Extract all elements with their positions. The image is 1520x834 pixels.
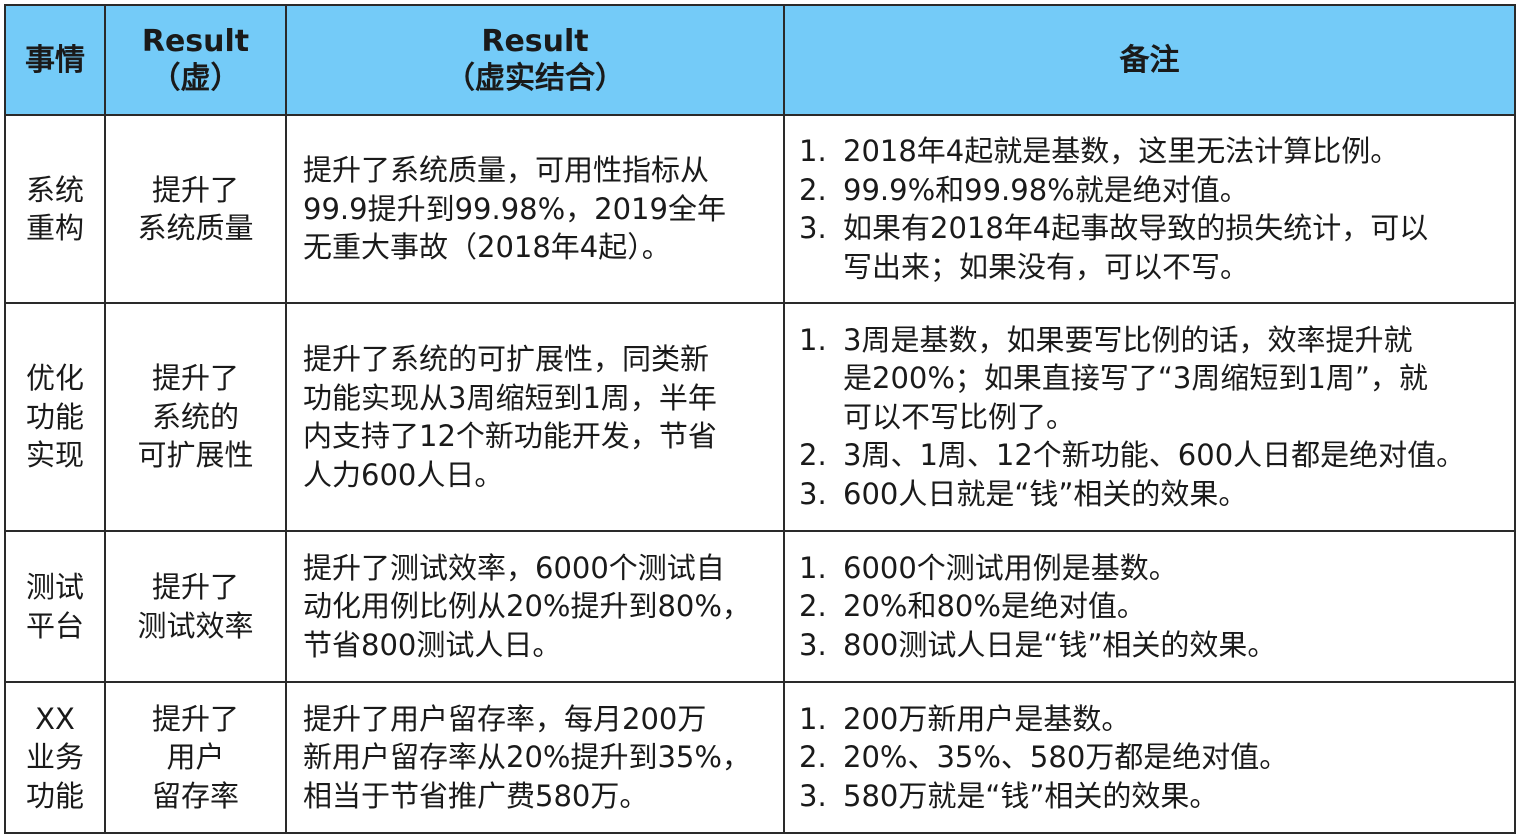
row-description-cell: 提升了测试效率，6000个测试自 动化用例比例从20%提升到80%， 节省800… [285, 530, 785, 683]
list-item: 1. 3周是基数，如果要写比例的话，效率提升就 是200%；如果直接写了“3周缩… [799, 322, 1428, 434]
table-row: XX 业务 功能 提升了 用户 留存率 提升了用户留存率，每月200万 新用户留… [4, 681, 1516, 834]
row-description-cell: 提升了系统质量，可用性指标从 99.9提升到99.98%，2019全年 无重大事… [285, 114, 785, 304]
header-item: 事情 [4, 4, 106, 116]
header-result-virtual: Result （虚） [104, 4, 287, 116]
row-name-cell: 系统 重构 [4, 114, 106, 304]
table-row: 优化 功能 实现 提升了 系统的 可扩展性 提升了系统的可扩展性，同类新 功能实… [4, 302, 1516, 532]
table-header-row: 事情 Result （虚） Result （虚实结合） 备注 [4, 4, 1516, 116]
row-notes-cell: 1. 6000个测试用例是基数。 2. 20%和80%是绝对值。 3. 800测… [783, 530, 1516, 683]
list-item: 1. 2018年4起就是基数，这里无法计算比例。 [799, 134, 1400, 168]
list-item: 2. 99.9%和99.98%就是绝对值。 [799, 172, 1249, 207]
list-item: 3. 800测试人日是“钱”相关的效果。 [799, 627, 1277, 662]
list-item: 1. 6000个测试用例是基数。 [799, 550, 1178, 585]
row-name-cell: 优化 功能 实现 [4, 302, 106, 532]
row-notes-cell: 1. 200万新用户是基数。 2. 20%、35%、580万都是绝对值。 3. … [783, 681, 1516, 834]
header-result-combined: Result （虚实结合） [285, 4, 785, 116]
row-notes-cell: 1. 3周是基数，如果要写比例的话，效率提升就 是200%；如果直接写了“3周缩… [783, 302, 1516, 532]
row-name-cell: XX 业务 功能 [4, 681, 106, 834]
list-item: 2. 20%、35%、580万都是绝对值。 [799, 740, 1289, 775]
notes-list: 1. 3周是基数，如果要写比例的话，效率提升就 是200%；如果直接写了“3周缩… [799, 321, 1510, 514]
list-item: 2. 3周、1周、12个新功能、600人日都是绝对值。 [799, 438, 1466, 473]
table-row: 系统 重构 提升了 系统质量 提升了系统质量，可用性指标从 99.9提升到99.… [4, 114, 1516, 304]
list-item: 3. 580万就是“钱”相关的效果。 [799, 778, 1219, 813]
header-remarks: 备注 [783, 4, 1516, 116]
row-result-cell: 提升了 系统的 可扩展性 [104, 302, 287, 532]
row-notes-cell: 1. 2018年4起就是基数，这里无法计算比例。 2. 99.9%和99.98%… [783, 114, 1516, 304]
list-item: 3. 600人日就是“钱”相关的效果。 [799, 476, 1248, 511]
row-description-cell: 提升了系统的可扩展性，同类新 功能实现从3周缩短到1周，半年 内支持了12个新功… [285, 302, 785, 532]
row-result-cell: 提升了 用户 留存率 [104, 681, 287, 834]
table-row: 测试 平台 提升了 测试效率 提升了测试效率，6000个测试自 动化用例比例从2… [4, 530, 1516, 683]
results-table-container: 事情 Result （虚） Result （虚实结合） 备注 系统 重构 [4, 4, 1516, 834]
list-item: 2. 20%和80%是绝对值。 [799, 589, 1146, 624]
notes-list: 1. 6000个测试用例是基数。 2. 20%和80%是绝对值。 3. 800测… [799, 549, 1510, 665]
row-result-cell: 提升了 系统质量 [104, 114, 287, 304]
row-result-cell: 提升了 测试效率 [104, 530, 287, 683]
row-name-cell: 测试 平台 [4, 530, 106, 683]
row-description-cell: 提升了用户留存率，每月200万 新用户留存率从20%提升到35%， 相当于节省推… [285, 681, 785, 834]
list-item: 3. 如果有2018年4起事故导致的损失统计，可以 写出来；如果没有，可以不写。 [799, 211, 1429, 284]
results-table: 事情 Result （虚） Result （虚实结合） 备注 系统 重构 [4, 4, 1516, 834]
notes-list: 1. 2018年4起就是基数，这里无法计算比例。 2. 99.9%和99.98%… [799, 132, 1510, 286]
notes-list: 1. 200万新用户是基数。 2. 20%、35%、580万都是绝对值。 3. … [799, 700, 1510, 816]
list-item: 1. 200万新用户是基数。 [799, 701, 1131, 736]
